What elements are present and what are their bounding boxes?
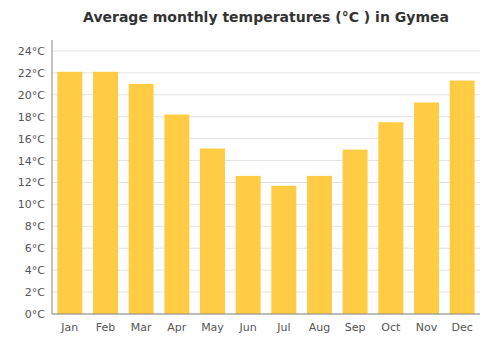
y-tick-label: 4°C	[25, 264, 45, 277]
x-tick-label: Dec	[452, 321, 473, 334]
bar	[414, 102, 439, 314]
bar	[307, 176, 332, 314]
grid-line	[52, 314, 480, 315]
y-tick-label: 22°C	[18, 67, 45, 80]
x-tick-label: Apr	[167, 321, 187, 334]
x-tick-label: Aug	[309, 321, 330, 334]
y-tick-label: 24°C	[18, 45, 45, 58]
bar	[343, 150, 368, 314]
bar	[164, 115, 189, 314]
bar	[236, 176, 261, 314]
x-tick-label: Nov	[416, 321, 438, 334]
bar	[129, 84, 154, 314]
x-tick-label: Jan	[60, 321, 78, 334]
bar	[200, 149, 225, 314]
y-tick-label: 2°C	[25, 286, 45, 299]
x-tick-label: May	[201, 321, 224, 334]
bar	[271, 186, 296, 314]
x-axis: Jan Feb Mar Apr May Jun Jul Aug Sep Oct Nov Dec	[60, 321, 472, 334]
y-tick-label: 18°C	[18, 111, 45, 124]
x-tick-label: Oct	[381, 321, 401, 334]
y-tick-label: 16°C	[18, 133, 45, 146]
bar	[450, 81, 475, 314]
y-axis-line	[52, 40, 53, 314]
y-tick-label: 0°C	[25, 308, 45, 321]
grid-line	[52, 50, 480, 51]
y-axis: 0°C 2°C 4°C 6°C 8°C 10°C 12°C 14°C 16°C 18°C 20°C 2…	[18, 45, 45, 321]
y-tick-label: 6°C	[25, 242, 45, 255]
y-tick-label: 8°C	[25, 220, 45, 233]
y-tick-label: 20°C	[18, 89, 45, 102]
x-tick-label: Jun	[239, 321, 257, 334]
y-tick-label: 14°C	[18, 155, 45, 168]
bar	[93, 72, 118, 314]
grid	[52, 51, 480, 314]
x-axis-line	[52, 314, 480, 315]
bar	[57, 72, 82, 314]
title: Average monthly temperatures (°C ) in Gy…	[83, 9, 449, 25]
chart: Average monthly temperatures (°C ) in Gy…	[0, 0, 500, 350]
bar	[378, 122, 403, 314]
chart-container: Average monthly temperatures (°C ) in Gy…	[0, 0, 500, 350]
x-tick-label: Feb	[96, 321, 115, 334]
y-tick-label: 10°C	[18, 198, 45, 211]
x-tick-label: Sep	[345, 321, 366, 334]
x-tick-label: Mar	[131, 321, 152, 334]
x-tick-label: Jul	[276, 321, 290, 334]
bars	[57, 72, 474, 314]
y-tick-label: 12°C	[18, 176, 45, 189]
